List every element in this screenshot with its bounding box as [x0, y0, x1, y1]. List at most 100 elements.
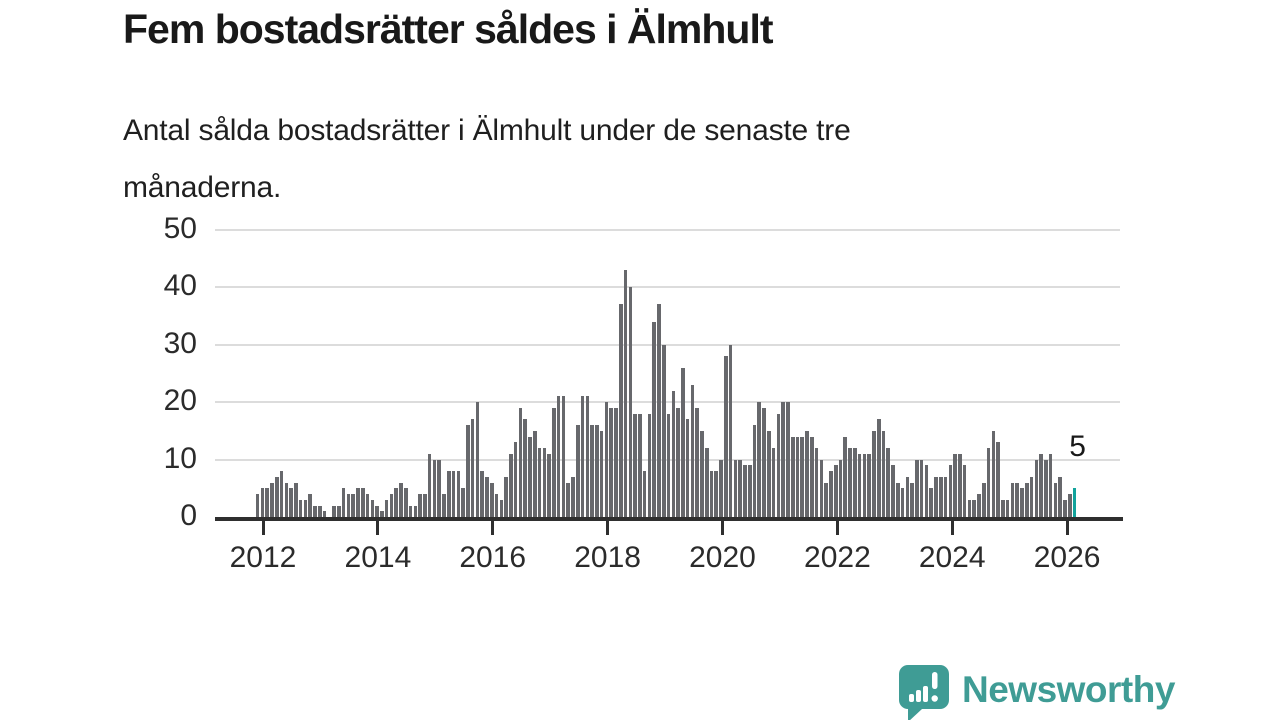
x-axis-label-2016: 2016 — [459, 541, 527, 574]
bar — [552, 407, 556, 517]
bar — [752, 425, 757, 517]
bar — [403, 488, 408, 517]
bar — [962, 465, 967, 517]
bar — [833, 465, 838, 517]
bar — [996, 442, 1000, 517]
bar — [289, 488, 293, 517]
x-axis-tick-2014 — [376, 521, 380, 535]
bar — [814, 448, 819, 517]
bar — [810, 436, 814, 517]
bar — [313, 505, 317, 517]
bar — [389, 494, 394, 517]
bar — [872, 430, 876, 517]
newsworthy-speech-bubble-chart-icon — [899, 665, 949, 720]
bar — [1025, 482, 1029, 517]
bar — [1044, 459, 1048, 517]
bar — [657, 304, 661, 517]
bar — [513, 442, 518, 517]
x-axis-tick-2016 — [491, 521, 495, 535]
newsworthy-logo: Newsworthy — [896, 662, 1175, 720]
bar — [948, 465, 953, 517]
bar — [413, 505, 418, 517]
bar — [924, 465, 929, 517]
bar — [819, 459, 824, 517]
bar — [298, 499, 303, 517]
y-axis-label-20: 20 — [163, 384, 197, 417]
bar — [982, 482, 986, 517]
bar — [929, 488, 934, 517]
y-axis-label-50: 50 — [163, 211, 197, 245]
bar — [547, 453, 551, 517]
bar-current-period — [1072, 488, 1077, 517]
x-axis-line — [215, 517, 1123, 521]
bar — [943, 476, 948, 517]
bar — [384, 499, 389, 517]
bar — [1063, 499, 1067, 517]
bar — [886, 448, 891, 517]
x-axis-label-2018: 2018 — [574, 541, 641, 574]
bar — [853, 448, 857, 517]
bar — [1005, 499, 1010, 517]
bar — [991, 430, 996, 517]
bar — [829, 471, 833, 517]
bar — [919, 459, 924, 517]
bar — [638, 413, 642, 517]
bar — [905, 476, 910, 517]
bar — [652, 321, 656, 517]
bar — [609, 407, 613, 517]
bar — [604, 402, 609, 517]
subtitle-line-2: månaderna. — [123, 171, 282, 204]
bar — [757, 402, 762, 517]
bar — [466, 425, 470, 517]
bar — [1015, 482, 1020, 517]
bar — [432, 459, 437, 517]
bar — [724, 356, 728, 517]
bar — [394, 488, 399, 517]
subtitle-line-1: Antal sålda bostadsrätter i Älmhult unde… — [123, 114, 851, 147]
x-axis-label-2026: 2026 — [1033, 541, 1101, 574]
bar — [423, 494, 427, 517]
page-subtitle: Antal sålda bostadsrätter i Älmhult unde… — [123, 102, 851, 216]
bar — [542, 448, 547, 517]
bar — [275, 476, 279, 517]
bar — [719, 459, 723, 517]
bar — [279, 471, 284, 517]
bar — [537, 448, 542, 517]
bar — [566, 482, 570, 517]
y-axis-label-0: 0 — [180, 499, 197, 532]
bar — [255, 494, 260, 517]
bar — [332, 505, 336, 517]
bar — [681, 367, 685, 517]
bar — [848, 448, 852, 517]
bar — [337, 505, 341, 517]
bar — [260, 488, 265, 517]
bar — [618, 304, 623, 517]
bar — [532, 430, 537, 517]
bar — [771, 448, 776, 517]
bar — [475, 402, 480, 517]
bar — [303, 499, 308, 517]
bar — [308, 494, 313, 517]
bar — [614, 407, 618, 517]
bar — [599, 430, 604, 517]
bar — [671, 390, 676, 517]
gridline-y-40 — [215, 286, 1120, 288]
y-axis-label-10: 10 — [163, 441, 197, 475]
bar — [375, 505, 379, 517]
bar — [480, 471, 484, 517]
bar — [1034, 459, 1039, 517]
bar — [322, 511, 327, 517]
bar — [676, 407, 680, 517]
bar — [489, 482, 494, 517]
bar — [1020, 488, 1024, 517]
bar — [704, 448, 709, 517]
y-axis-label-40: 40 — [163, 269, 197, 302]
x-axis-tick-2022 — [835, 521, 839, 535]
x-axis-tick-2018 — [606, 521, 610, 535]
bar — [318, 505, 322, 517]
x-axis-label-2024: 2024 — [918, 541, 986, 574]
bar — [528, 436, 532, 517]
x-axis-tick-2020 — [721, 521, 724, 535]
bar — [1048, 453, 1053, 517]
